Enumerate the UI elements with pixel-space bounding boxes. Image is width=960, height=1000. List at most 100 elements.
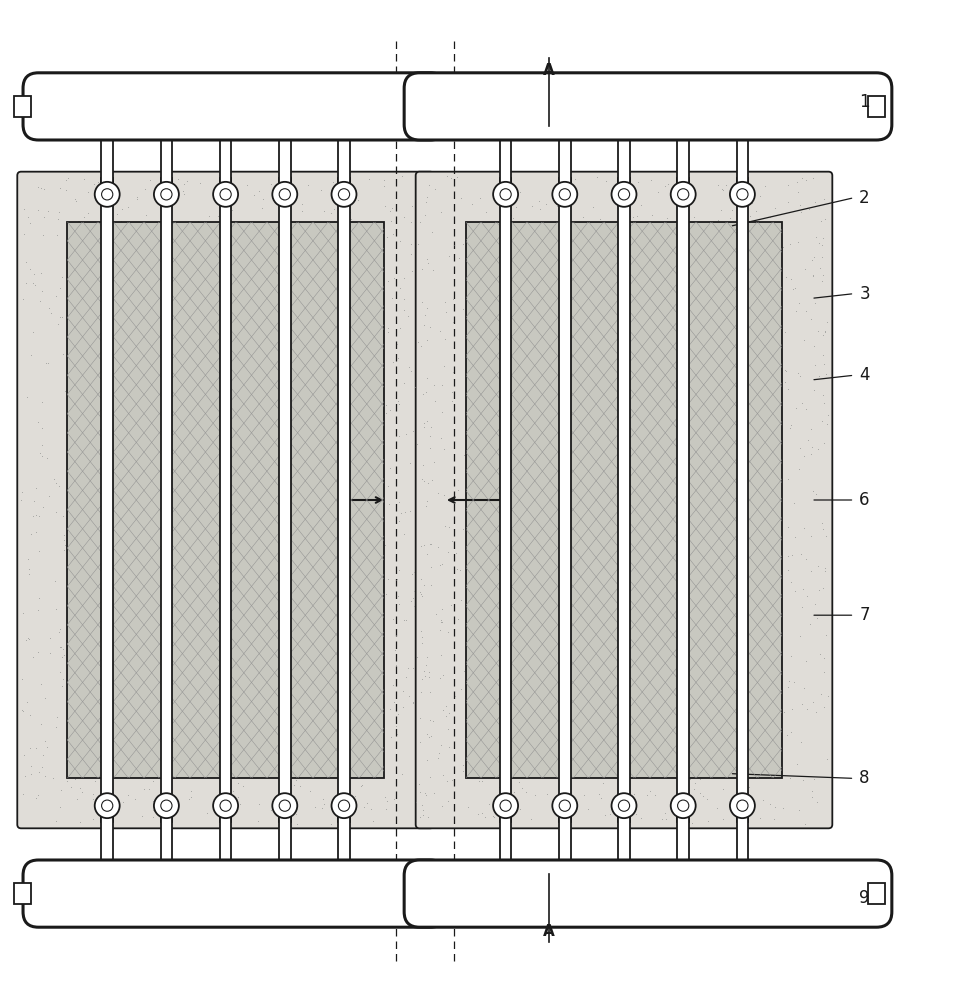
Point — [380, 478, 396, 494]
Point — [413, 734, 428, 750]
Point — [816, 435, 831, 451]
Point — [417, 668, 432, 684]
Point — [816, 267, 831, 283]
Point — [380, 320, 396, 336]
Point — [451, 611, 467, 627]
Point — [617, 775, 633, 791]
Point — [577, 787, 592, 803]
Point — [422, 769, 438, 785]
Point — [392, 513, 407, 529]
Point — [780, 177, 796, 193]
Point — [819, 627, 834, 643]
Bar — [678, 816, 689, 872]
Point — [15, 786, 31, 802]
Point — [518, 784, 534, 800]
Point — [435, 702, 450, 718]
Point — [438, 294, 453, 310]
Point — [405, 660, 420, 676]
Point — [794, 696, 809, 712]
Point — [644, 207, 660, 223]
Point — [15, 703, 31, 719]
Point — [634, 197, 649, 213]
Point — [742, 779, 757, 795]
Point — [35, 448, 50, 464]
Point — [744, 195, 759, 211]
Point — [156, 168, 171, 184]
Point — [785, 281, 801, 297]
Point — [507, 192, 522, 208]
Point — [421, 729, 437, 745]
Point — [59, 755, 74, 771]
Point — [742, 208, 757, 224]
Point — [72, 780, 87, 796]
Point — [818, 563, 833, 579]
Point — [780, 727, 795, 743]
Point — [603, 806, 618, 822]
Point — [35, 394, 50, 410]
Point — [418, 307, 433, 323]
Point — [446, 616, 462, 632]
Point — [417, 537, 432, 553]
Point — [422, 712, 438, 728]
Point — [426, 454, 442, 470]
Point — [207, 179, 223, 195]
Circle shape — [154, 793, 179, 818]
Point — [447, 688, 463, 704]
Point — [339, 785, 354, 801]
Point — [790, 184, 805, 200]
Point — [799, 551, 814, 567]
Point — [686, 781, 702, 797]
Point — [38, 739, 54, 755]
Point — [418, 785, 433, 801]
Point — [404, 198, 420, 214]
Point — [376, 172, 392, 188]
Point — [734, 206, 750, 222]
Point — [60, 170, 76, 186]
Point — [420, 546, 435, 562]
Point — [59, 172, 74, 188]
Circle shape — [160, 189, 172, 200]
Point — [623, 208, 638, 224]
Point — [20, 630, 36, 646]
Point — [254, 200, 270, 216]
Point — [780, 679, 795, 695]
Point — [17, 768, 33, 784]
Point — [420, 413, 435, 429]
Point — [326, 201, 342, 217]
Point — [63, 779, 79, 795]
Point — [435, 601, 450, 617]
Point — [815, 521, 830, 537]
Point — [383, 729, 398, 745]
Point — [797, 448, 812, 464]
Point — [433, 647, 448, 663]
Point — [779, 363, 794, 379]
Point — [430, 485, 445, 501]
Point — [777, 704, 792, 720]
Point — [464, 196, 479, 212]
Point — [376, 260, 392, 276]
Point — [58, 249, 73, 265]
Point — [201, 208, 216, 224]
Point — [390, 706, 405, 722]
Point — [382, 460, 397, 476]
Bar — [14, 96, 32, 117]
Point — [778, 374, 793, 390]
Bar — [220, 816, 231, 872]
Point — [807, 194, 823, 210]
Point — [786, 495, 802, 511]
Point — [415, 629, 430, 645]
Point — [26, 324, 41, 340]
Point — [275, 773, 290, 789]
Bar — [220, 178, 231, 822]
Point — [782, 770, 798, 786]
Circle shape — [95, 182, 120, 207]
Point — [427, 393, 443, 409]
Bar — [160, 816, 172, 872]
Point — [556, 210, 571, 226]
Point — [218, 188, 233, 204]
Point — [449, 561, 465, 577]
Point — [246, 187, 261, 203]
Point — [406, 423, 421, 439]
Point — [35, 420, 50, 436]
Point — [353, 778, 369, 794]
